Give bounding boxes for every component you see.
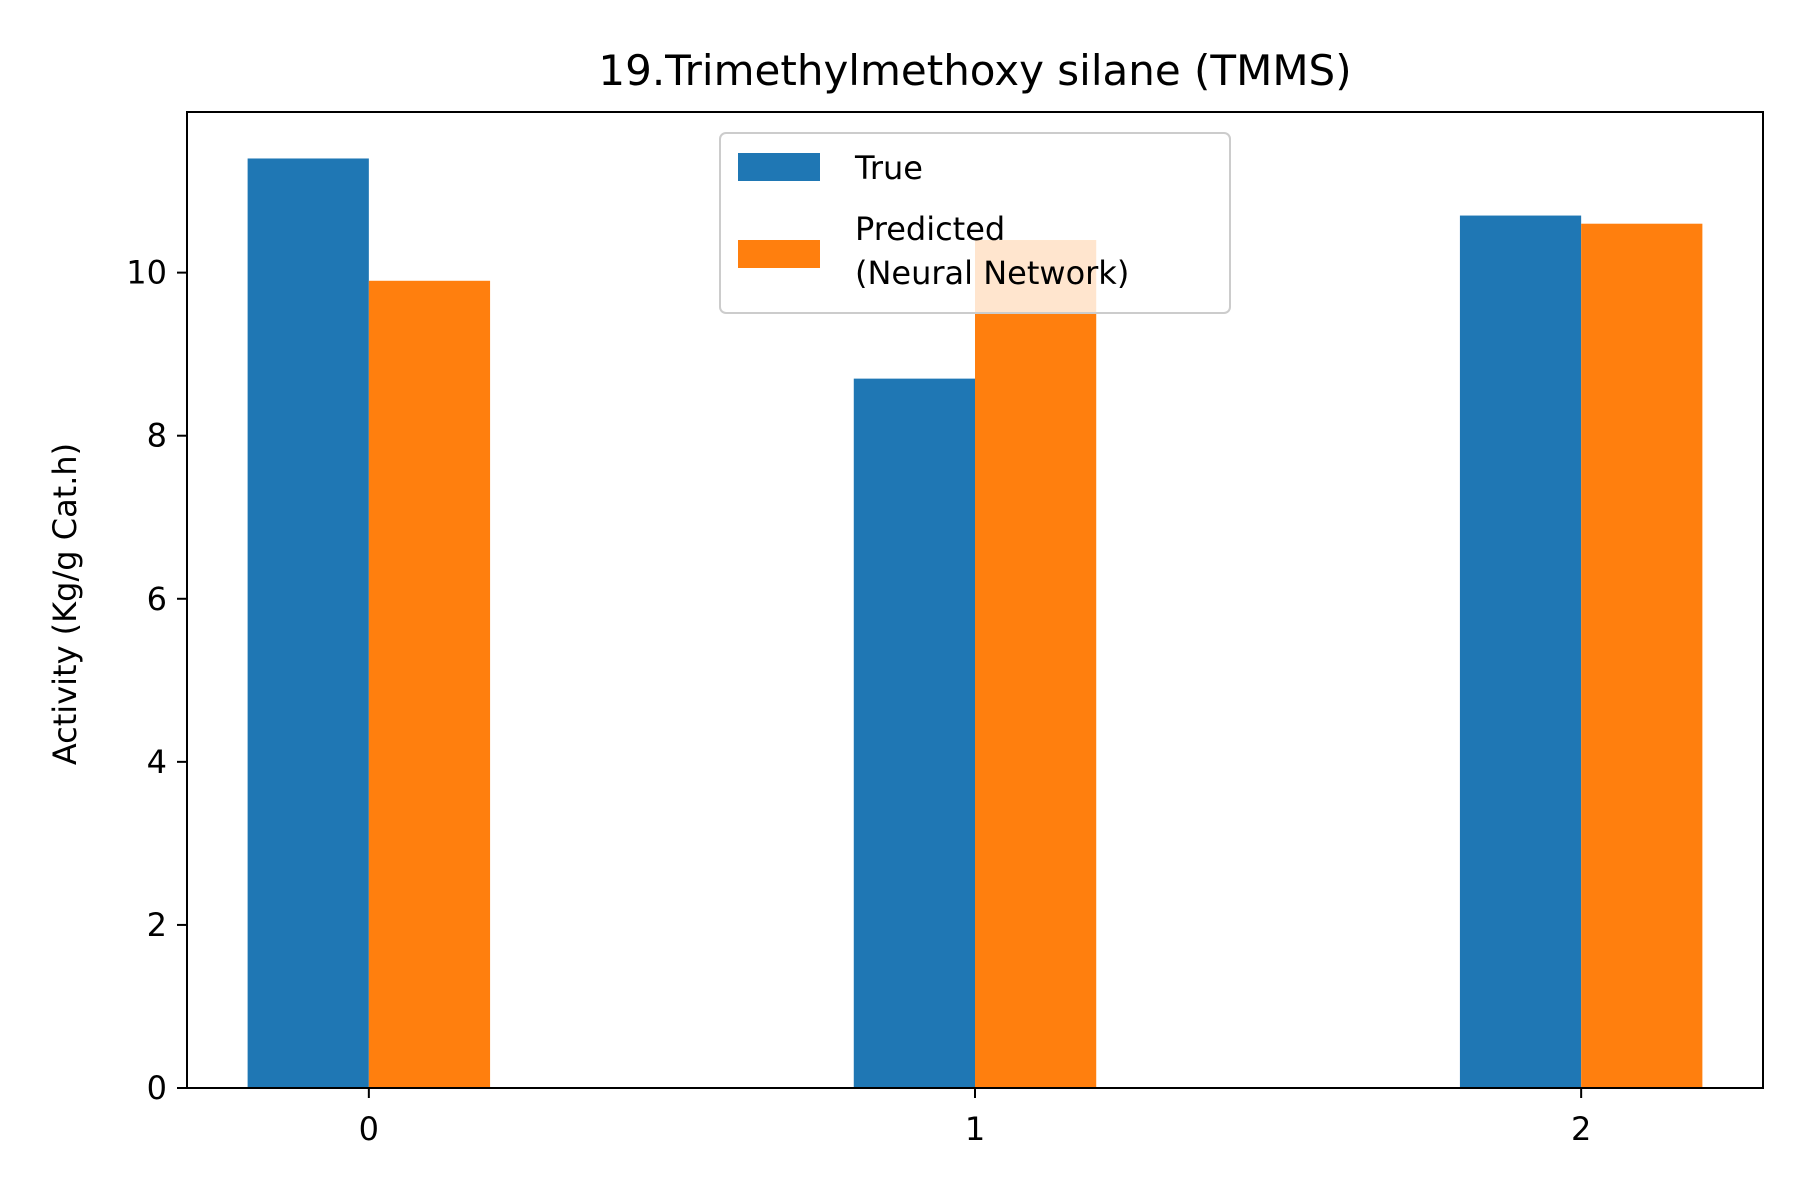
legend-swatch-true — [738, 153, 820, 181]
legend-label-true: True — [854, 149, 923, 187]
bar-true-1 — [853, 378, 975, 1088]
bar-predicted-1 — [975, 240, 1097, 1088]
legend-swatch-predicted — [738, 240, 820, 268]
x-tick-label: 0 — [359, 1110, 379, 1148]
bar-predicted-0 — [368, 280, 491, 1088]
y-tick-label: 6 — [147, 580, 167, 618]
y-tick-label: 2 — [147, 906, 167, 944]
x-tick-label: 1 — [965, 1110, 985, 1148]
y-axis-label: Activity (Kg/g Cat.h) — [46, 443, 84, 765]
y-tick-label: 8 — [147, 417, 167, 455]
bar-true-2 — [1459, 215, 1582, 1088]
legend-label-predicted: Predicted (Neural Network) — [855, 210, 1129, 292]
axes-layer: 0 2 4 6 8 10 0 1 2 — [126, 111, 1764, 1148]
bar-true-0 — [247, 158, 369, 1088]
y-tick-label: 10 — [126, 254, 167, 292]
bars-layer — [247, 158, 1703, 1088]
legend: True Predicted (Neural Network) — [719, 132, 1231, 314]
y-tick-label: 0 — [147, 1069, 167, 1107]
y-tick-label: 4 — [147, 743, 167, 781]
x-tick-label: 2 — [1571, 1110, 1591, 1148]
chart-title: 19.Trimethylmethoxy silane (TMMS) — [598, 46, 1351, 95]
legend-box — [719, 132, 1231, 314]
bar-predicted-2 — [1581, 223, 1703, 1088]
